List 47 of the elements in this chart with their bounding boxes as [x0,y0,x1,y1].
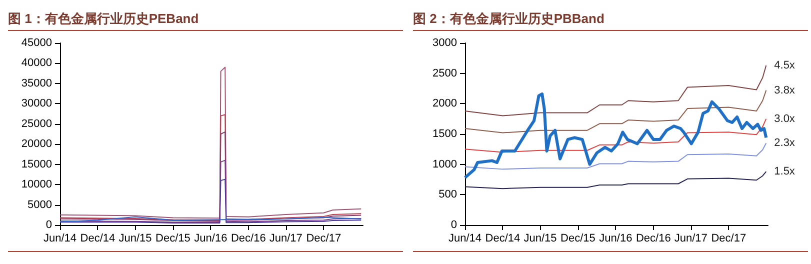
x-tick-label: Jun/16 [194,232,228,244]
series-label: 1.5x [774,166,796,178]
x-tick-label: Jun/17 [674,232,708,244]
y-tick-label: 40000 [21,57,52,70]
x-tick-label: Dec/17 [306,232,342,244]
line-series [464,142,767,170]
y-tick-label: 30000 [21,98,52,110]
x-tick-label: Dec/15 [156,232,190,244]
line-series [464,118,767,153]
y-tick-label: 20000 [21,138,52,150]
y-tick-label: 500 [438,188,457,201]
y-tick-label: 0 [46,219,52,231]
y-tick-label: 1000 [432,158,457,170]
series-label: 4.5x [774,59,796,72]
y-tick-label: 0 [450,219,457,231]
x-tick-label: Jun/15 [524,232,557,244]
line-series [464,171,767,190]
line-series [464,90,767,134]
x-tick-label: Dec/14 [485,232,520,244]
x-tick-label: Dec/17 [711,232,746,244]
y-tick-label: 3000 [432,37,457,49]
x-tick-label: Dec/15 [560,232,596,244]
chart-title: 图 2：有色金属行业历史PBBand [413,8,808,31]
x-tick-label: Dec/16 [636,232,671,244]
y-tick-label: 2500 [432,67,457,80]
line-series [60,178,362,224]
y-tick-label: 1500 [432,128,457,140]
y-tick-label: 10000 [21,178,52,191]
chart-title: 图 1：有色金属行业历史PEBand [8,8,403,31]
x-tick-label: Jun/15 [118,232,152,244]
y-tick-label: 15000 [21,158,52,170]
x-tick-label: Dec/16 [230,232,266,244]
series-label: 2.3x [774,137,796,150]
x-tick-label: Jun/14 [43,232,77,244]
x-tick-label: Jun/14 [448,232,482,244]
y-tick-label: 45000 [21,37,52,49]
series-label: 3.8x [774,84,796,96]
line-series [464,64,767,116]
x-tick-label: Jun/17 [269,232,302,244]
y-tick-label: 25000 [21,118,52,130]
y-tick-label: 35000 [21,77,52,90]
x-tick-label: Dec/14 [80,232,116,244]
x-tick-label: Jun/16 [599,232,632,244]
line-series [464,92,768,180]
y-tick-label: 5000 [28,198,52,211]
y-tick-label: 2000 [432,98,457,110]
series-label: 3.0x [774,112,796,125]
